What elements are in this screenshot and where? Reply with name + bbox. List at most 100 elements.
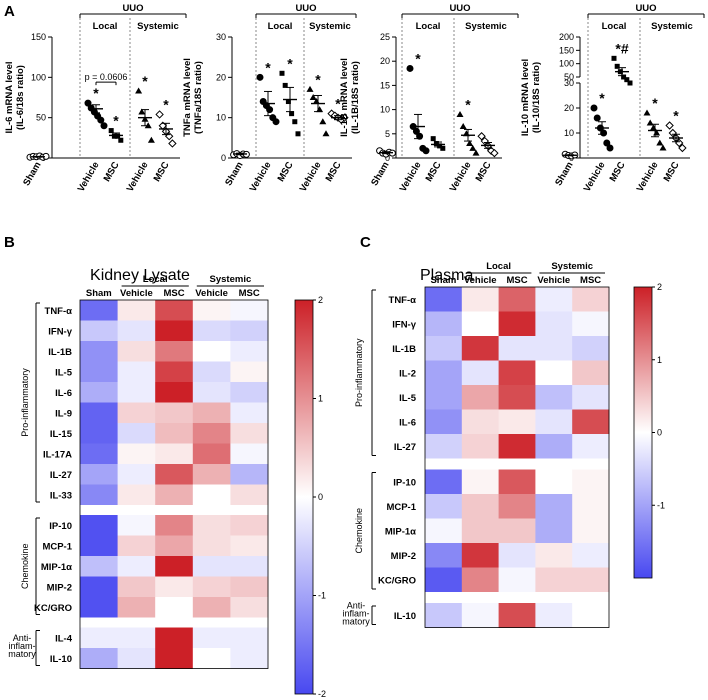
- heatmap-cell: [572, 311, 610, 337]
- data-point: [614, 63, 620, 69]
- y-axis-label: (IL-1B/18S ratio): [350, 61, 361, 134]
- data-point: [168, 139, 177, 148]
- heatmap-cell: [155, 597, 194, 618]
- y-tick-label: 150: [31, 32, 46, 42]
- heatmap-title: Kidney Lysate: [90, 267, 190, 284]
- panel-label-c: C: [360, 234, 371, 251]
- y-tick-label: 200: [559, 32, 574, 42]
- row-label: IL-1B: [392, 344, 416, 355]
- data-point: [472, 149, 480, 156]
- heatmap-cell: [572, 603, 610, 628]
- heatmap-cell: [425, 434, 463, 459]
- heatmap-cell: [230, 464, 269, 485]
- heatmap-cell: [117, 648, 156, 669]
- data-point: [319, 118, 327, 125]
- y-tick-label: 30: [564, 78, 574, 88]
- subgroup-label: Systemic: [465, 21, 507, 32]
- group-label: Pro-inflammatory: [354, 338, 364, 407]
- x-tick-label: MSC: [474, 160, 494, 184]
- column-label: MSC: [163, 288, 184, 299]
- significance-star: *: [673, 108, 679, 124]
- data-point: [306, 85, 314, 92]
- heatmap-cell: [425, 385, 463, 410]
- data-point: [490, 148, 499, 158]
- heatmap-cell: [80, 361, 119, 383]
- data-point: [621, 74, 627, 80]
- row-label: MIP-1α: [385, 526, 416, 537]
- row-label: IL-17A: [43, 449, 72, 460]
- data-point: [285, 99, 291, 105]
- heatmap-cell: [425, 494, 463, 519]
- heatmap-cell: [192, 464, 231, 485]
- group-label: inflam-: [8, 641, 35, 651]
- y-tick-label: 20: [380, 56, 390, 66]
- heatmap-cell: [230, 515, 269, 536]
- significance-star: *#: [615, 40, 628, 56]
- row-label: IL-2: [399, 368, 416, 379]
- x-tick-label: Vehicle: [635, 160, 661, 194]
- group-gap: [425, 592, 609, 603]
- heatmap-cell: [117, 515, 156, 536]
- significance-star: *: [315, 71, 321, 87]
- heatmap-cell: [80, 648, 119, 669]
- group-label: Pro-inflammatory: [20, 368, 30, 437]
- x-tick-label: Sham: [21, 160, 43, 188]
- significance-star: *: [652, 95, 658, 111]
- column-label: MSC: [239, 288, 260, 299]
- subgroup-label: Systemic: [137, 21, 179, 32]
- heatmap-cell: [535, 567, 573, 593]
- heatmap-cell: [230, 484, 269, 506]
- data-point: [422, 147, 430, 155]
- heatmap-cell: [230, 300, 269, 321]
- data-point: [155, 110, 164, 119]
- x-tick-label: MSC: [276, 160, 296, 184]
- p-value-annotation: p = 0.0606: [85, 72, 128, 82]
- heatmap-cell: [117, 402, 156, 424]
- group-gap: [80, 617, 268, 628]
- subgroup-label: Local: [93, 21, 118, 32]
- heatmap-cell: [117, 423, 156, 444]
- heatmap-cell: [155, 464, 194, 485]
- row-label: IL-27: [50, 470, 72, 481]
- y-tick-label: 0: [221, 153, 226, 163]
- heatmap-cell: [155, 341, 194, 362]
- y-tick-label: 10: [564, 128, 574, 138]
- data-point: [627, 80, 633, 86]
- x-tick-label: MSC: [608, 160, 628, 184]
- row-label: IL-9: [55, 408, 72, 419]
- heatmap-cell: [535, 385, 573, 410]
- heatmap-cell: [117, 341, 156, 362]
- row-label: IL-5: [55, 367, 73, 378]
- row-label: IL-5: [399, 393, 417, 404]
- significance-star: *: [287, 55, 293, 71]
- heatmap-cell: [425, 543, 463, 568]
- heatmap-cell: [535, 409, 573, 435]
- heatmap-cell: [80, 320, 119, 342]
- row-label: MCP-1: [386, 502, 416, 513]
- y-tick-label: 0: [385, 153, 390, 163]
- row-label: IL-1B: [48, 347, 72, 358]
- data-point: [292, 119, 298, 125]
- row-label: KC/GRO: [378, 575, 416, 586]
- group-label: matory: [8, 649, 36, 659]
- heatmap-cell: [117, 535, 156, 557]
- data-point: [115, 133, 121, 139]
- row-label: IL-6: [399, 417, 416, 428]
- column-label: Vehicle: [195, 288, 228, 299]
- colorbar-label: 2: [318, 295, 323, 305]
- y-tick-label: 100: [31, 72, 46, 82]
- heatmap-cell: [155, 300, 194, 321]
- heatmap-cell: [192, 515, 231, 536]
- heatmap-cell: [155, 535, 194, 557]
- y-axis-label: (TNFa/18S ratio): [193, 61, 204, 134]
- group-gap: [425, 458, 609, 470]
- data-point: [456, 110, 464, 117]
- row-label: IL-15: [50, 429, 73, 440]
- heatmap-cell: [498, 311, 536, 337]
- row-label: IL-10: [394, 611, 416, 622]
- heatmap-cell: [230, 597, 269, 618]
- column-group-label: Local: [143, 274, 168, 285]
- heatmap-cell: [80, 576, 119, 598]
- heatmap-cell: [572, 567, 610, 593]
